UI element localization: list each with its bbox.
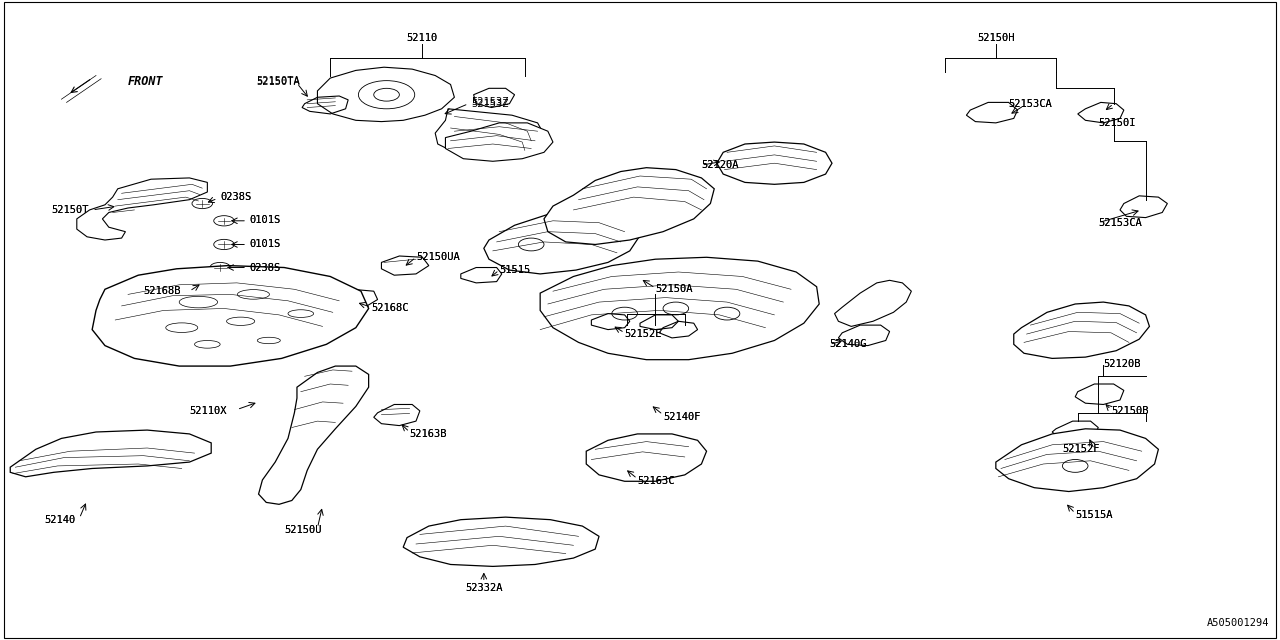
Polygon shape	[484, 210, 640, 274]
Text: 0238S: 0238S	[220, 192, 251, 202]
Text: 52332A: 52332A	[465, 582, 503, 593]
Text: 52153CA: 52153CA	[1009, 99, 1052, 109]
Text: 52150T: 52150T	[51, 205, 88, 215]
Text: 51515: 51515	[499, 265, 530, 275]
Text: 52152E: 52152E	[625, 329, 662, 339]
Text: 0238S: 0238S	[250, 262, 280, 273]
Polygon shape	[540, 257, 819, 360]
Text: 52163B: 52163B	[410, 429, 447, 439]
Text: 52140: 52140	[45, 515, 76, 525]
Text: 52150U: 52150U	[284, 525, 321, 535]
Text: 52150I: 52150I	[1098, 118, 1135, 128]
Polygon shape	[445, 123, 553, 161]
Text: 52150B: 52150B	[1111, 406, 1148, 416]
Text: 52152F: 52152F	[1062, 444, 1100, 454]
Text: 52120B: 52120B	[1103, 358, 1140, 369]
Text: 52153CA: 52153CA	[1009, 99, 1052, 109]
Text: 0101S: 0101S	[250, 214, 280, 225]
Text: 52150H: 52150H	[977, 33, 1015, 44]
Polygon shape	[544, 168, 714, 244]
Polygon shape	[92, 266, 369, 366]
Text: 52152F: 52152F	[1062, 444, 1100, 454]
Text: 52152E: 52152E	[625, 329, 662, 339]
Text: 0101S: 0101S	[250, 214, 280, 225]
Polygon shape	[586, 434, 707, 481]
Text: 51515A: 51515A	[1075, 510, 1112, 520]
Text: 52140G: 52140G	[829, 339, 867, 349]
Text: 52150U: 52150U	[284, 525, 321, 535]
Text: 52168B: 52168B	[143, 286, 180, 296]
Text: 0238S: 0238S	[220, 192, 251, 202]
Text: 52120A: 52120A	[701, 160, 739, 170]
Text: 52120A: 52120A	[701, 160, 739, 170]
Text: 52153Z: 52153Z	[471, 97, 508, 108]
Text: 52153Z: 52153Z	[471, 99, 508, 109]
Text: 52150I: 52150I	[1098, 118, 1135, 128]
Polygon shape	[259, 366, 369, 504]
Text: A505001294: A505001294	[1207, 618, 1270, 628]
Text: 52110X: 52110X	[189, 406, 227, 416]
Polygon shape	[1014, 302, 1149, 358]
Text: 0101S: 0101S	[250, 239, 280, 250]
Text: 52150A: 52150A	[655, 284, 692, 294]
Text: 52110X: 52110X	[189, 406, 227, 416]
Text: 0238S: 0238S	[250, 262, 280, 273]
Text: 52140: 52140	[45, 515, 76, 525]
Polygon shape	[835, 280, 911, 326]
Text: 52150TA: 52150TA	[256, 76, 300, 86]
Text: 52168C: 52168C	[371, 303, 408, 314]
Text: 52163C: 52163C	[637, 476, 675, 486]
Text: 51515A: 51515A	[1075, 510, 1112, 520]
Text: 52150UA: 52150UA	[416, 252, 460, 262]
Text: 0101S: 0101S	[250, 239, 280, 250]
Text: 52150TA: 52150TA	[256, 77, 300, 87]
Polygon shape	[10, 430, 211, 477]
Text: 52163C: 52163C	[637, 476, 675, 486]
Polygon shape	[717, 142, 832, 184]
Text: 52140G: 52140G	[829, 339, 867, 349]
Text: 52110: 52110	[407, 33, 438, 44]
Text: 52153CA: 52153CA	[1098, 218, 1142, 228]
Text: 52150UA: 52150UA	[416, 252, 460, 262]
Text: 52110: 52110	[407, 33, 438, 44]
Text: 52150B: 52150B	[1111, 406, 1148, 416]
Text: 52150T: 52150T	[51, 205, 88, 215]
Polygon shape	[996, 429, 1158, 492]
Text: 52168B: 52168B	[143, 286, 180, 296]
Polygon shape	[403, 517, 599, 566]
Text: 52120B: 52120B	[1103, 358, 1140, 369]
Text: 52150H: 52150H	[977, 33, 1015, 44]
Text: 52140F: 52140F	[663, 412, 700, 422]
Text: 52150A: 52150A	[655, 284, 692, 294]
Text: 51515: 51515	[499, 265, 530, 275]
Text: FRONT: FRONT	[128, 76, 164, 88]
Text: 52168C: 52168C	[371, 303, 408, 314]
Text: 52153CA: 52153CA	[1098, 218, 1142, 228]
Text: 52332A: 52332A	[465, 582, 503, 593]
Text: 52163B: 52163B	[410, 429, 447, 439]
Text: 52140F: 52140F	[663, 412, 700, 422]
